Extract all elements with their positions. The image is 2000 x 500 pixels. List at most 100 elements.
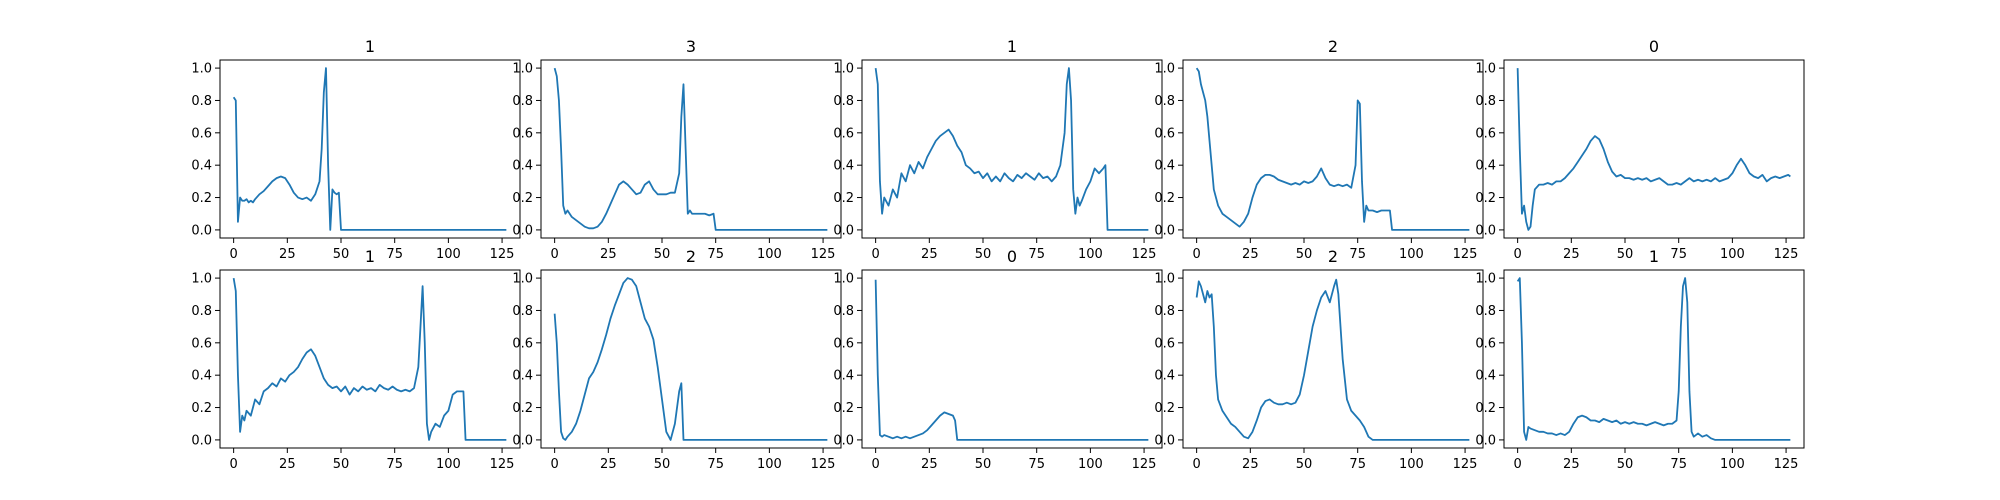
axes-frame <box>1182 59 1484 239</box>
series-line <box>1195 67 1470 231</box>
axes-frame <box>219 59 521 239</box>
y-tick-label: 0.2 <box>191 191 212 206</box>
x-tick-label: 0 <box>1513 457 1521 472</box>
y-tick-label: 0.8 <box>1154 304 1175 319</box>
subplot-title: 1 <box>365 247 375 266</box>
subplot-title: 2 <box>1328 247 1338 266</box>
x-tick-label: 50 <box>333 457 350 472</box>
y-tick-label: 0.6 <box>512 336 533 351</box>
y-tick-label: 0.8 <box>1154 94 1175 109</box>
y-tick-label: 0.6 <box>191 126 212 141</box>
y-tick-label: 0.2 <box>512 401 533 416</box>
y-tick-label: 0.0 <box>833 433 854 448</box>
x-tick-label: 100 <box>757 457 782 472</box>
x-tick-label: 125 <box>490 247 515 262</box>
x-tick-label: 25 <box>600 457 617 472</box>
x-tick-label: 75 <box>707 247 724 262</box>
subplot-1: 0 25 50 75 100 125 0.0 0.2 0.4 0.6 0.8 1.0 1 <box>191 37 521 262</box>
y-tick-label: 0.8 <box>1475 304 1496 319</box>
series-line <box>553 67 828 231</box>
y-tick-label: 1.0 <box>1154 62 1175 77</box>
subplot-title: 0 <box>1007 247 1017 266</box>
x-tick-label: 0 <box>1192 457 1200 472</box>
subplot-3: 0 25 50 75 100 125 0.0 0.2 0.4 0.6 0.8 1.0 1 <box>833 37 1163 262</box>
x-tick-label: 0 <box>550 247 558 262</box>
y-tick-label: 0.0 <box>833 223 854 238</box>
x-tick-label: 100 <box>436 247 461 262</box>
x-tick-label: 100 <box>1078 457 1103 472</box>
series-line <box>232 277 507 441</box>
x-tick-label: 75 <box>1028 457 1045 472</box>
y-tick-label: 0.2 <box>833 191 854 206</box>
x-tick-label: 50 <box>975 457 992 472</box>
y-tick-label: 0.2 <box>191 401 212 416</box>
y-tick-label: 0.4 <box>1154 369 1175 384</box>
x-tick-label: 125 <box>1453 457 1478 472</box>
subplot-title: 0 <box>1649 37 1659 56</box>
series-line <box>1195 278 1470 441</box>
x-tick-label: 0 <box>871 247 879 262</box>
x-tick-label: 25 <box>600 247 617 262</box>
series-line <box>232 67 507 231</box>
y-tick-label: 1.0 <box>191 272 212 287</box>
y-tick-label: 1.0 <box>1154 272 1175 287</box>
subplot-5: 0 25 50 75 100 125 0.0 0.2 0.4 0.6 0.8 1.0 0 <box>1475 37 1805 262</box>
y-tick-label: 0.0 <box>1475 433 1496 448</box>
x-tick-label: 25 <box>1242 457 1259 472</box>
y-tick-label: 1.0 <box>512 62 533 77</box>
series-line <box>874 67 1149 231</box>
x-tick-label: 0 <box>1192 247 1200 262</box>
axes-frame <box>540 59 842 239</box>
y-tick-label: 0.4 <box>833 159 854 174</box>
x-tick-label: 0 <box>229 457 237 472</box>
y-tick-label: 1.0 <box>1475 62 1496 77</box>
subplot-title: 3 <box>686 37 696 56</box>
x-tick-label: 25 <box>921 457 938 472</box>
subplot-2: 0 25 50 75 100 125 0.0 0.2 0.4 0.6 0.8 1.0 3 <box>512 37 842 262</box>
y-tick-label: 0.8 <box>512 304 533 319</box>
y-tick-label: 0.2 <box>1475 191 1496 206</box>
x-tick-label: 50 <box>1296 247 1313 262</box>
x-tick-label: 125 <box>1132 247 1157 262</box>
x-tick-label: 25 <box>1563 457 1580 472</box>
y-tick-label: 0.4 <box>833 369 854 384</box>
y-tick-label: 0.0 <box>512 223 533 238</box>
x-tick-label: 25 <box>279 457 296 472</box>
y-tick-label: 0.6 <box>191 336 212 351</box>
subplot-title: 2 <box>1328 37 1338 56</box>
x-tick-label: 0 <box>871 457 879 472</box>
y-tick-label: 1.0 <box>1475 272 1496 287</box>
y-tick-label: 0.0 <box>1154 223 1175 238</box>
subplot-10: 0 25 50 75 100 125 0.0 0.2 0.4 0.6 0.8 1.0 1 <box>1475 247 1805 472</box>
x-tick-label: 125 <box>1774 247 1799 262</box>
y-tick-label: 0.4 <box>191 159 212 174</box>
y-tick-label: 0.0 <box>512 433 533 448</box>
y-tick-label: 0.4 <box>512 369 533 384</box>
subplot-title: 1 <box>1649 247 1659 266</box>
x-tick-label: 125 <box>1453 247 1478 262</box>
x-tick-label: 75 <box>1349 247 1366 262</box>
y-tick-label: 0.8 <box>833 94 854 109</box>
subplot-9: 0 25 50 75 100 125 0.0 0.2 0.4 0.6 0.8 1.0 2 <box>1154 247 1484 472</box>
axes-frame <box>861 59 1163 239</box>
series-line <box>553 277 828 441</box>
y-tick-label: 0.0 <box>1475 223 1496 238</box>
x-tick-label: 75 <box>386 457 403 472</box>
x-tick-label: 100 <box>436 457 461 472</box>
x-tick-label: 75 <box>386 247 403 262</box>
y-tick-label: 1.0 <box>833 62 854 77</box>
x-tick-label: 50 <box>975 247 992 262</box>
y-tick-label: 1.0 <box>512 272 533 287</box>
x-tick-label: 100 <box>757 247 782 262</box>
series-line <box>1516 68 1791 231</box>
y-tick-label: 0.0 <box>1154 433 1175 448</box>
subplot-7: 0 25 50 75 100 125 0.0 0.2 0.4 0.6 0.8 1.0 2 <box>512 247 842 472</box>
subplot-title: 1 <box>1007 37 1017 56</box>
x-tick-label: 0 <box>550 457 558 472</box>
y-tick-label: 0.4 <box>1154 159 1175 174</box>
x-tick-label: 100 <box>1399 457 1424 472</box>
axes-frame <box>540 269 842 449</box>
axes-frame <box>861 269 1163 449</box>
y-tick-label: 0.4 <box>512 159 533 174</box>
